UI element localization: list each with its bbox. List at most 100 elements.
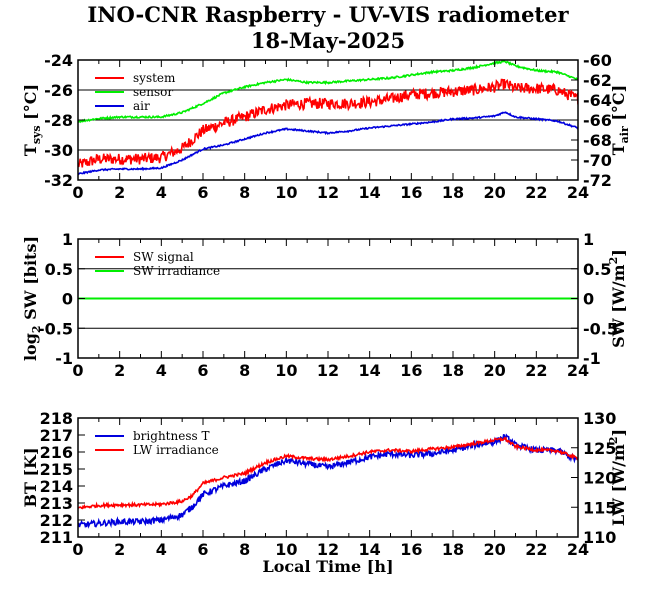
x-tick-label: 10: [275, 183, 297, 202]
y-tick-label-right: -0.5: [583, 319, 618, 338]
y-tick-label-right: -72: [583, 171, 612, 190]
panel-longwave: 0 2 4 6 8 10 12 14 16 18 20 22 242182172162152142132…: [21, 409, 628, 559]
y-tick-label-right: -64: [583, 91, 612, 110]
x-tick-label: 14: [359, 540, 381, 559]
y-tick-label-left: 1: [62, 230, 73, 249]
y-tick-label-right: 0.5: [583, 260, 611, 279]
y-axis-label-left: BT [K]: [21, 447, 40, 507]
y-tick-label-left: -24: [44, 51, 73, 70]
y-axis-label-right: SW [W/m2]: [607, 249, 628, 348]
y-tick-label-left: 0.5: [45, 260, 73, 279]
x-tick-label: 4: [156, 183, 167, 202]
chart-panels: 0 2 4 6 8 10 12 14 16 18 20 22 24-24-26-28-30-32-60-…: [21, 51, 631, 559]
x-tick-label: 20: [484, 183, 506, 202]
y-axis-label-right: Tair [°C]: [609, 85, 631, 155]
x-tick-label: 12: [317, 540, 339, 559]
y-tick-label-left: 0: [62, 290, 73, 309]
x-tick-label: 24: [567, 183, 589, 202]
x-tick-label: 18: [442, 361, 464, 380]
chart-subtitle: 18-May-2025: [251, 28, 405, 53]
x-tick-label: 16: [400, 361, 422, 380]
x-tick-label: 16: [400, 183, 422, 202]
x-tick-label: 16: [400, 540, 422, 559]
legend-label: LW irradiance: [133, 443, 219, 457]
x-tick-label: 2: [114, 183, 125, 202]
series-line-lw-irradiance: [78, 436, 578, 510]
x-tick-label: 24: [567, 361, 589, 380]
legend-label: SW irradiance: [133, 264, 220, 278]
y-tick-label-left: 215: [40, 460, 73, 479]
y-tick-label-left: -26: [44, 81, 73, 100]
x-tick-label: 20: [484, 540, 506, 559]
x-tick-label: 18: [442, 183, 464, 202]
legend: brightness TLW irradiance: [95, 429, 219, 457]
y-tick-label-left: -28: [44, 111, 73, 130]
y-tick-label-right: -62: [583, 71, 612, 90]
y-tick-label-left: 213: [40, 494, 73, 513]
legend-label: SW signal: [133, 250, 194, 264]
legend-label: brightness T: [133, 429, 209, 443]
x-tick-label: 10: [275, 540, 297, 559]
series-group: [78, 433, 578, 529]
x-axis-label: Local Time [h]: [262, 557, 393, 576]
y-tick-label-right: 120: [583, 469, 616, 488]
legend-label: system: [133, 71, 176, 85]
y-tick-label-right: -60: [583, 51, 612, 70]
y-tick-label-right: 130: [583, 409, 616, 428]
y-tick-label-left: 211: [40, 528, 73, 547]
panel-shortwave: 0 2 4 6 8 10 12 14 16 18 20 22 2410.50-0.5-110.50-0.…: [21, 230, 628, 380]
y-tick-label-right: -66: [583, 111, 612, 130]
x-tick-label: 6: [197, 361, 208, 380]
y-tick-label-right: -70: [583, 151, 612, 170]
legend-label: sensor: [133, 85, 173, 99]
x-tick-label: 18: [442, 540, 464, 559]
x-tick-label: 22: [525, 183, 547, 202]
x-tick-label: 24: [567, 540, 589, 559]
y-tick-label-left: -30: [44, 141, 73, 160]
x-tick-label: 4: [156, 361, 167, 380]
y-tick-label-left: -1: [55, 349, 73, 368]
x-tick-label: 14: [359, 361, 381, 380]
y-tick-label-left: 217: [40, 426, 73, 445]
y-tick-label-right: -68: [583, 131, 612, 150]
x-tick-label: 14: [359, 183, 381, 202]
y-tick-label-right: 0: [583, 290, 594, 309]
x-tick-label: 6: [197, 540, 208, 559]
y-tick-label-left: 214: [40, 477, 73, 496]
x-tick-label: 12: [317, 361, 339, 380]
y-axis-label-right: LW [W/m2]: [607, 429, 628, 526]
panel-temperatures: 0 2 4 6 8 10 12 14 16 18 20 22 24-24-26-28-30-32-60-…: [21, 51, 631, 202]
x-tick-label: 12: [317, 183, 339, 202]
y-tick-label-right: 1: [583, 230, 594, 249]
x-tick-label: 0: [72, 183, 83, 202]
chart-title: INO-CNR Raspberry - UV-VIS radiometer: [87, 2, 569, 27]
y-axis-label-left: Tsys [°C]: [21, 84, 43, 156]
series-line-brightness-t: [78, 433, 578, 529]
x-tick-label: 8: [239, 540, 250, 559]
x-tick-label: 22: [525, 361, 547, 380]
y-tick-label-left: -0.5: [38, 319, 73, 338]
y-tick-label-right: 125: [583, 439, 616, 458]
x-tick-label: 2: [114, 540, 125, 559]
x-tick-label: 10: [275, 361, 297, 380]
y-tick-label-left: 218: [40, 409, 73, 428]
series-line-air: [78, 111, 578, 176]
y-tick-label-right: 115: [583, 498, 616, 517]
y-tick-label-left: 216: [40, 443, 73, 462]
series-line-system: [78, 78, 578, 168]
x-tick-label: 2: [114, 361, 125, 380]
x-tick-label: 8: [239, 361, 250, 380]
y-axis-label-left: log2 SW [bits]: [21, 236, 43, 361]
legend-label: air: [133, 99, 150, 113]
x-tick-label: 8: [239, 183, 250, 202]
x-tick-label: 6: [197, 183, 208, 202]
x-tick-label: 20: [484, 361, 506, 380]
y-tick-label-left: -32: [44, 171, 73, 190]
x-tick-label: 22: [525, 540, 547, 559]
x-tick-label: 0: [72, 540, 83, 559]
y-tick-label-right: -1: [583, 349, 601, 368]
y-tick-label-right: 110: [583, 528, 616, 547]
